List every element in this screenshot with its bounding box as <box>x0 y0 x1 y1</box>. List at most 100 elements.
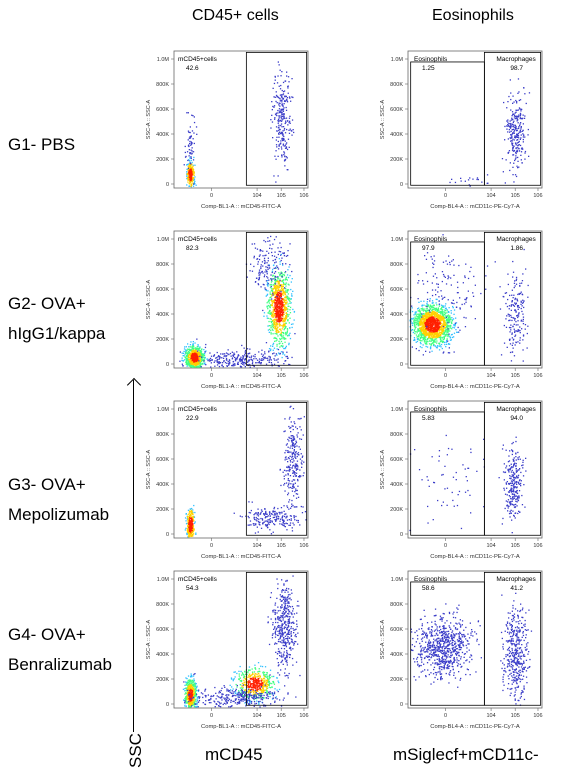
event-dot <box>188 527 190 529</box>
event-dot <box>476 178 478 181</box>
event-dot <box>287 319 289 321</box>
event-dot <box>193 116 195 118</box>
event-dot <box>283 333 285 335</box>
event-dot <box>424 327 426 329</box>
event-dot <box>435 309 437 311</box>
event-dot <box>420 322 423 324</box>
event-dot <box>415 311 417 313</box>
event-dot <box>439 319 441 321</box>
event-dot <box>504 182 506 184</box>
event-dot <box>281 154 283 156</box>
event-dot <box>268 252 270 254</box>
event-dot <box>441 306 443 308</box>
event-dot <box>191 527 193 529</box>
event-dot <box>276 320 278 322</box>
event-dot <box>191 530 193 532</box>
event-dot <box>420 333 423 335</box>
event-dot <box>191 184 193 186</box>
event-dot <box>500 354 503 356</box>
event-dot <box>274 312 277 315</box>
event-dot <box>198 354 201 356</box>
event-dot <box>188 185 190 187</box>
event-dot <box>521 280 524 282</box>
event-dot <box>431 339 433 341</box>
event-dot <box>234 359 236 361</box>
event-dot <box>187 169 190 171</box>
event-dot <box>288 313 290 316</box>
event-dot <box>190 156 192 158</box>
event-dot <box>410 330 412 332</box>
event-dot <box>433 322 435 324</box>
event-dot <box>196 350 199 352</box>
event-dot <box>276 136 278 138</box>
event-dot <box>190 530 192 532</box>
event-dot <box>437 319 439 321</box>
event-dot <box>448 343 450 345</box>
event-dot <box>510 124 512 126</box>
event-dot <box>425 316 427 318</box>
event-dot <box>423 322 425 324</box>
event-dot <box>513 139 515 141</box>
event-dot <box>273 363 276 365</box>
event-dot <box>262 265 264 267</box>
event-dot <box>519 285 521 287</box>
event-dot <box>268 351 270 353</box>
event-dot <box>272 342 275 344</box>
event-dot <box>278 365 280 367</box>
event-dot <box>428 327 430 330</box>
event-dot <box>442 329 445 331</box>
event-dot <box>281 118 283 120</box>
event-dot <box>277 330 279 332</box>
event-dot <box>436 310 438 312</box>
event-dot <box>292 290 294 292</box>
event-dot <box>274 277 276 280</box>
event-dot <box>278 282 280 284</box>
event-dot <box>202 354 204 356</box>
y-tick-label: 600K <box>156 107 169 113</box>
event-dot <box>284 318 286 320</box>
event-dot <box>424 334 426 336</box>
event-dot <box>186 532 188 534</box>
event-dot <box>515 99 517 102</box>
event-dot <box>275 330 277 333</box>
event-dot <box>509 125 512 128</box>
event-dot <box>188 520 190 522</box>
event-dot <box>472 295 475 297</box>
event-dot <box>231 357 234 359</box>
event-dot <box>524 328 526 330</box>
event-dot <box>188 536 190 538</box>
event-dot <box>275 308 277 310</box>
event-dot <box>277 318 280 320</box>
event-dot <box>277 352 280 354</box>
event-dot <box>191 362 193 364</box>
event-dot <box>455 306 458 308</box>
event-dot <box>277 299 279 301</box>
event-dot <box>439 329 441 331</box>
event-dot <box>432 313 434 315</box>
event-dot <box>268 312 270 314</box>
event-dot <box>189 517 191 519</box>
event-dot <box>218 358 220 360</box>
event-dot <box>446 343 448 345</box>
event-dot <box>265 513 267 515</box>
event-dot <box>189 350 192 352</box>
event-dot <box>427 323 429 325</box>
event-dot <box>265 357 267 359</box>
event-dot <box>501 158 504 160</box>
event-dot <box>292 129 294 131</box>
event-dot <box>513 317 515 319</box>
event-dot <box>435 312 437 314</box>
event-dot <box>259 249 261 251</box>
event-dot <box>427 332 429 334</box>
event-dot <box>199 356 201 358</box>
event-dot <box>271 255 273 257</box>
event-dot <box>192 528 194 530</box>
event-dot <box>258 360 260 362</box>
event-dot <box>258 269 261 271</box>
event-dot <box>515 303 517 305</box>
event-dot <box>435 326 438 328</box>
y-axis-label: SSC-A :: SSC-A <box>380 99 386 139</box>
event-dot <box>510 327 512 329</box>
event-dot <box>494 261 496 263</box>
event-dot <box>518 99 520 102</box>
